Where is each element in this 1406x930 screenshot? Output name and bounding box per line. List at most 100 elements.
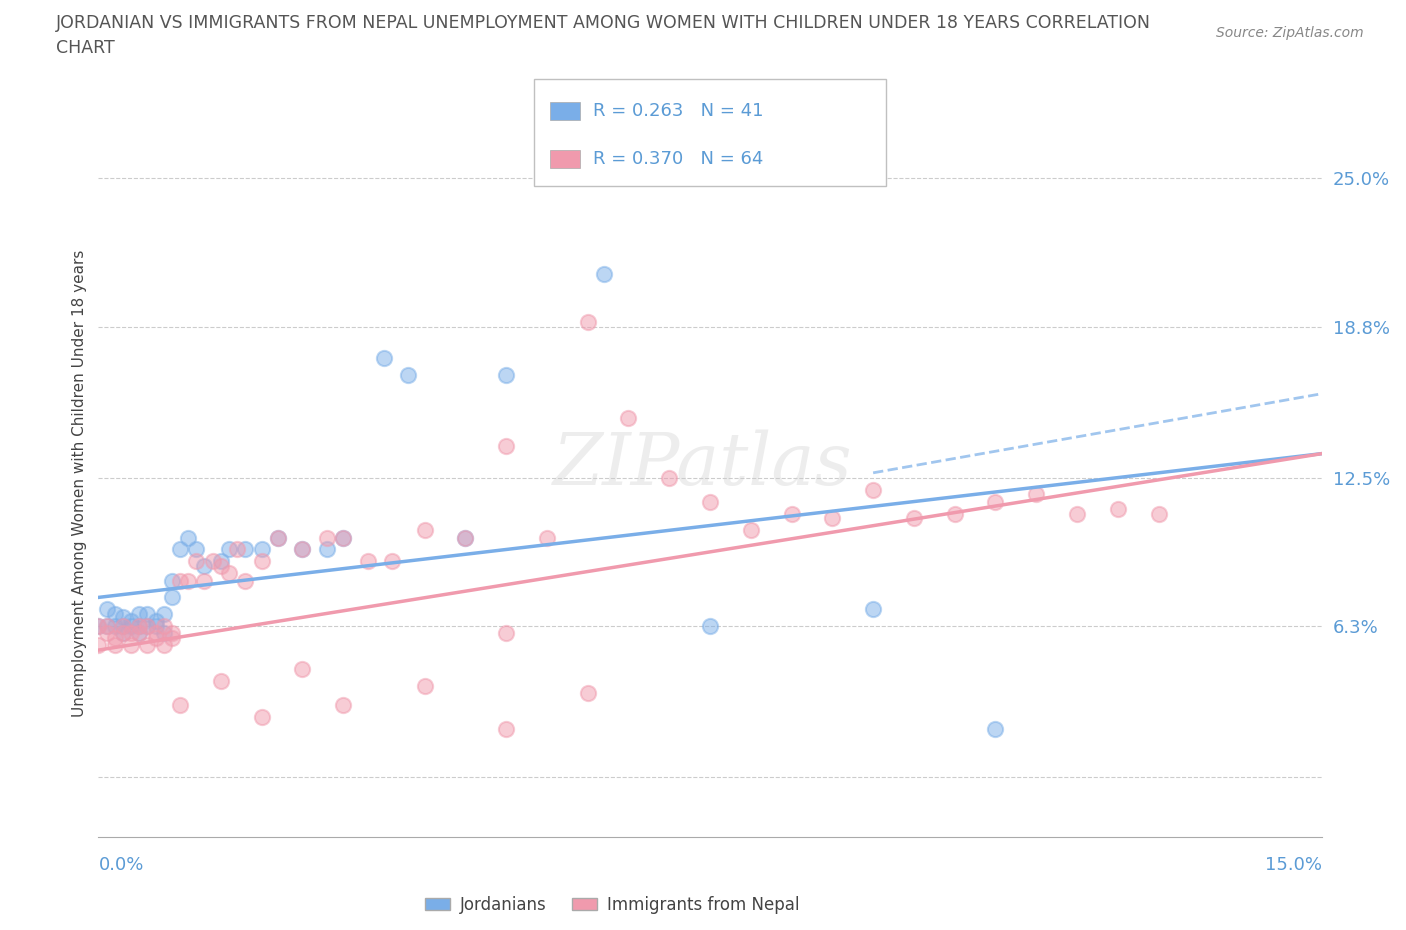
Point xyxy=(111,618,134,633)
Point xyxy=(104,606,127,621)
Point xyxy=(267,530,290,545)
Point xyxy=(699,618,721,633)
Point xyxy=(356,554,378,569)
Point xyxy=(315,542,337,557)
Point xyxy=(111,609,134,624)
Point xyxy=(128,618,150,633)
Point xyxy=(699,494,721,509)
Point xyxy=(87,618,110,633)
Point xyxy=(1025,487,1047,502)
Point xyxy=(145,614,167,629)
Point xyxy=(209,674,232,689)
Point xyxy=(145,626,167,641)
Point xyxy=(128,618,150,633)
Point xyxy=(145,631,167,645)
Point xyxy=(128,626,150,641)
Point xyxy=(1066,506,1088,521)
Point xyxy=(218,566,240,581)
Point xyxy=(780,506,803,521)
Text: 0.0%: 0.0% xyxy=(98,856,143,873)
Point xyxy=(862,482,884,497)
Point xyxy=(104,618,127,633)
Point xyxy=(193,573,215,588)
Point xyxy=(291,542,314,557)
Point xyxy=(120,618,142,633)
Y-axis label: Unemployment Among Women with Children Under 18 years: Unemployment Among Women with Children U… xyxy=(72,250,87,717)
Point xyxy=(233,573,256,588)
Point xyxy=(495,722,517,737)
Point xyxy=(740,523,762,538)
Point xyxy=(152,626,174,641)
Point xyxy=(291,662,314,677)
Point xyxy=(111,626,134,641)
Point xyxy=(291,542,314,557)
Point xyxy=(111,618,134,633)
Point xyxy=(169,573,191,588)
Point xyxy=(332,530,354,545)
Legend: Jordanians, Immigrants from Nepal: Jordanians, Immigrants from Nepal xyxy=(419,889,806,921)
Point xyxy=(984,722,1007,737)
Point xyxy=(233,542,256,557)
Point xyxy=(160,626,183,641)
Point xyxy=(193,559,215,574)
Point xyxy=(186,554,208,569)
Point xyxy=(536,530,558,545)
Point xyxy=(104,638,127,653)
Point xyxy=(903,511,925,525)
Point xyxy=(267,530,290,545)
Point xyxy=(104,631,127,645)
Point xyxy=(186,542,208,557)
Point xyxy=(495,439,517,454)
Point xyxy=(495,367,517,382)
Text: Source: ZipAtlas.com: Source: ZipAtlas.com xyxy=(1216,26,1364,40)
Point xyxy=(381,554,404,569)
Point xyxy=(136,618,159,633)
Point xyxy=(169,542,191,557)
Point xyxy=(152,618,174,633)
Point xyxy=(396,367,419,382)
Point xyxy=(128,606,150,621)
Point xyxy=(169,698,191,712)
Point xyxy=(495,626,517,641)
Point xyxy=(593,267,616,282)
Point xyxy=(177,573,200,588)
Point xyxy=(209,559,232,574)
Point xyxy=(87,618,110,633)
Text: R = 0.370   N = 64: R = 0.370 N = 64 xyxy=(593,151,763,168)
Point xyxy=(943,506,966,521)
Text: JORDANIAN VS IMMIGRANTS FROM NEPAL UNEMPLOYMENT AMONG WOMEN WITH CHILDREN UNDER : JORDANIAN VS IMMIGRANTS FROM NEPAL UNEMP… xyxy=(56,14,1152,32)
Point xyxy=(617,410,640,425)
Point xyxy=(177,530,200,545)
Point xyxy=(96,618,118,633)
Point xyxy=(226,542,249,557)
Text: R = 0.263   N = 41: R = 0.263 N = 41 xyxy=(593,102,763,120)
Point xyxy=(862,602,884,617)
Point xyxy=(160,631,183,645)
Point xyxy=(315,530,337,545)
Point xyxy=(87,638,110,653)
Point xyxy=(984,494,1007,509)
Point xyxy=(373,351,395,365)
Point xyxy=(160,573,183,588)
Text: ZIPatlas: ZIPatlas xyxy=(553,430,853,500)
Point xyxy=(332,698,354,712)
Point xyxy=(576,685,599,700)
Point xyxy=(821,511,844,525)
Point xyxy=(128,626,150,641)
Point xyxy=(454,530,477,545)
Text: CHART: CHART xyxy=(56,39,115,57)
Point xyxy=(120,626,142,641)
Point xyxy=(96,618,118,633)
Point xyxy=(136,618,159,633)
Point xyxy=(136,606,159,621)
Point xyxy=(111,626,134,641)
Point xyxy=(218,542,240,557)
Point xyxy=(152,606,174,621)
Point xyxy=(160,590,183,604)
Point xyxy=(250,710,273,724)
Point xyxy=(413,679,436,694)
Point xyxy=(250,542,273,557)
Point xyxy=(209,554,232,569)
Point xyxy=(454,530,477,545)
Point xyxy=(250,554,273,569)
